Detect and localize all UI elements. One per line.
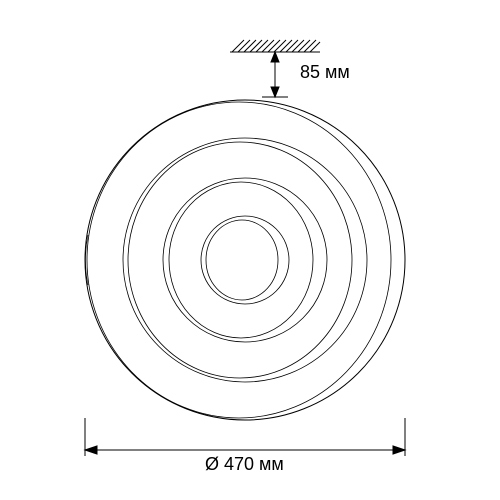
ceiling-hatch	[230, 40, 320, 52]
diagram-stage: 85 мм Ø 470 мм	[0, 0, 500, 500]
technical-drawing-svg	[0, 0, 500, 500]
diameter-dimension	[85, 418, 405, 456]
height-dimension	[262, 52, 288, 97]
height-label: 85 мм	[300, 62, 350, 83]
lamp-disc	[85, 100, 405, 420]
diameter-label: Ø 470 мм	[205, 454, 284, 475]
